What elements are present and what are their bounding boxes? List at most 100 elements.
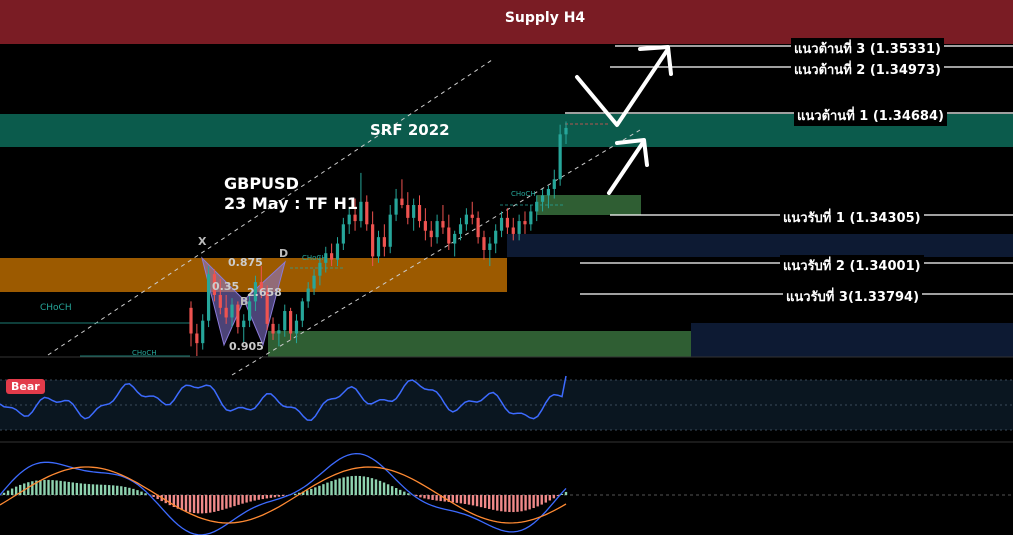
candle-body xyxy=(406,205,410,218)
macd-bar xyxy=(116,485,119,495)
macd-bar xyxy=(366,477,370,495)
candle-body xyxy=(300,301,304,321)
macd-bar xyxy=(346,476,349,495)
chart-title: GBPUSD xyxy=(224,174,299,193)
macd-bar xyxy=(67,481,70,495)
candle-body xyxy=(242,320,246,328)
macd-bar xyxy=(459,495,463,504)
candle-body xyxy=(212,274,217,295)
macd-bar xyxy=(524,495,527,511)
macd-bar xyxy=(6,490,10,495)
candle-body xyxy=(359,201,363,222)
macd-bar xyxy=(564,491,568,495)
candle-body xyxy=(201,320,205,344)
macd-bar xyxy=(415,495,418,497)
macd-bar xyxy=(403,491,406,495)
candle-body xyxy=(552,179,556,189)
macd-bar xyxy=(427,495,430,500)
candle-body xyxy=(324,253,328,263)
macd-bar xyxy=(51,480,54,495)
harmonic-pattern-left xyxy=(201,256,245,347)
candle-body xyxy=(564,127,568,135)
support-2-label: แนวรับที่ 2 (1.34001) xyxy=(780,255,924,276)
macd-bar xyxy=(172,495,176,507)
macd-bar xyxy=(479,495,483,508)
candle-body xyxy=(511,227,515,234)
candle-body xyxy=(488,243,492,250)
macd-bar xyxy=(516,495,519,512)
macd-bar xyxy=(152,495,155,498)
harmonic-ratio: 0.875 xyxy=(228,256,263,269)
macd-bar xyxy=(471,495,475,506)
choch-label: CHoCH xyxy=(302,254,327,262)
macd-bar xyxy=(419,495,422,498)
candle-body xyxy=(265,291,269,324)
harmonic-point-x: X xyxy=(198,235,207,248)
navy-zone-upper xyxy=(507,234,1013,257)
macd-bar xyxy=(536,495,539,507)
macd-bar xyxy=(354,475,357,495)
macd-bar xyxy=(103,484,107,495)
macd-bar xyxy=(91,484,95,495)
macd-bar xyxy=(237,495,240,505)
macd-bar xyxy=(532,495,535,509)
supply-zone-label: Supply H4 xyxy=(504,10,586,26)
green-zone-upper xyxy=(537,195,641,215)
macd-bar xyxy=(79,483,83,495)
candle-body xyxy=(382,237,386,247)
macd-bar xyxy=(386,484,390,495)
candle-body xyxy=(523,221,527,225)
macd-bar xyxy=(273,495,277,498)
macd-bar xyxy=(156,495,159,500)
support-1-label: แนวรับที่ 1 (1.34305) xyxy=(780,207,924,228)
macd-bar xyxy=(314,487,317,495)
resistance-3-label: แนวต้านที่ 3 (1.35331) xyxy=(791,38,944,59)
srf-zone-label: SRF 2022 xyxy=(370,121,450,139)
macd-bar xyxy=(55,480,58,495)
macd-bar xyxy=(132,488,135,495)
macd-bar xyxy=(556,495,560,497)
macd-bar xyxy=(326,482,329,495)
harmonic-point-b: B xyxy=(240,295,249,308)
candle-body xyxy=(341,224,345,244)
candle-body xyxy=(400,198,404,206)
macd-bar xyxy=(209,495,212,513)
macd-bar xyxy=(2,492,6,495)
macd-bar xyxy=(140,491,143,495)
macd-bar xyxy=(83,483,87,495)
macd-bar xyxy=(390,486,394,495)
macd-bar xyxy=(188,495,192,513)
macd-bar xyxy=(176,495,180,509)
macd-bar xyxy=(112,485,115,495)
choch-label: CHoCH xyxy=(40,303,72,313)
macd-bar xyxy=(334,479,337,495)
macd-bar xyxy=(225,495,228,509)
candle-body xyxy=(330,253,334,260)
macd-bar xyxy=(253,495,256,501)
macd-bar xyxy=(423,495,426,499)
macd-bar xyxy=(395,488,398,495)
macd-bar xyxy=(184,495,188,512)
candle-body xyxy=(558,134,562,180)
macd-bar xyxy=(318,485,321,495)
candle-body xyxy=(412,205,416,218)
macd-bar xyxy=(560,493,564,495)
candle-body xyxy=(236,304,240,328)
macd-bar xyxy=(439,495,442,502)
candle-body xyxy=(224,307,228,318)
candle-body xyxy=(365,201,369,225)
rsi-line xyxy=(0,375,567,421)
macd-bar xyxy=(342,477,345,495)
macd-bar xyxy=(43,479,46,495)
macd-bar xyxy=(552,495,556,499)
candle-body xyxy=(347,214,351,225)
macd-bar xyxy=(378,480,382,495)
channel-upper-line xyxy=(47,59,493,356)
macd-bar xyxy=(19,484,22,495)
macd-bar xyxy=(213,495,216,512)
candle-body xyxy=(435,221,439,238)
candle-body xyxy=(206,274,211,321)
macd-bar xyxy=(75,482,79,495)
candle-body xyxy=(253,282,258,302)
macd-bar xyxy=(451,495,454,503)
